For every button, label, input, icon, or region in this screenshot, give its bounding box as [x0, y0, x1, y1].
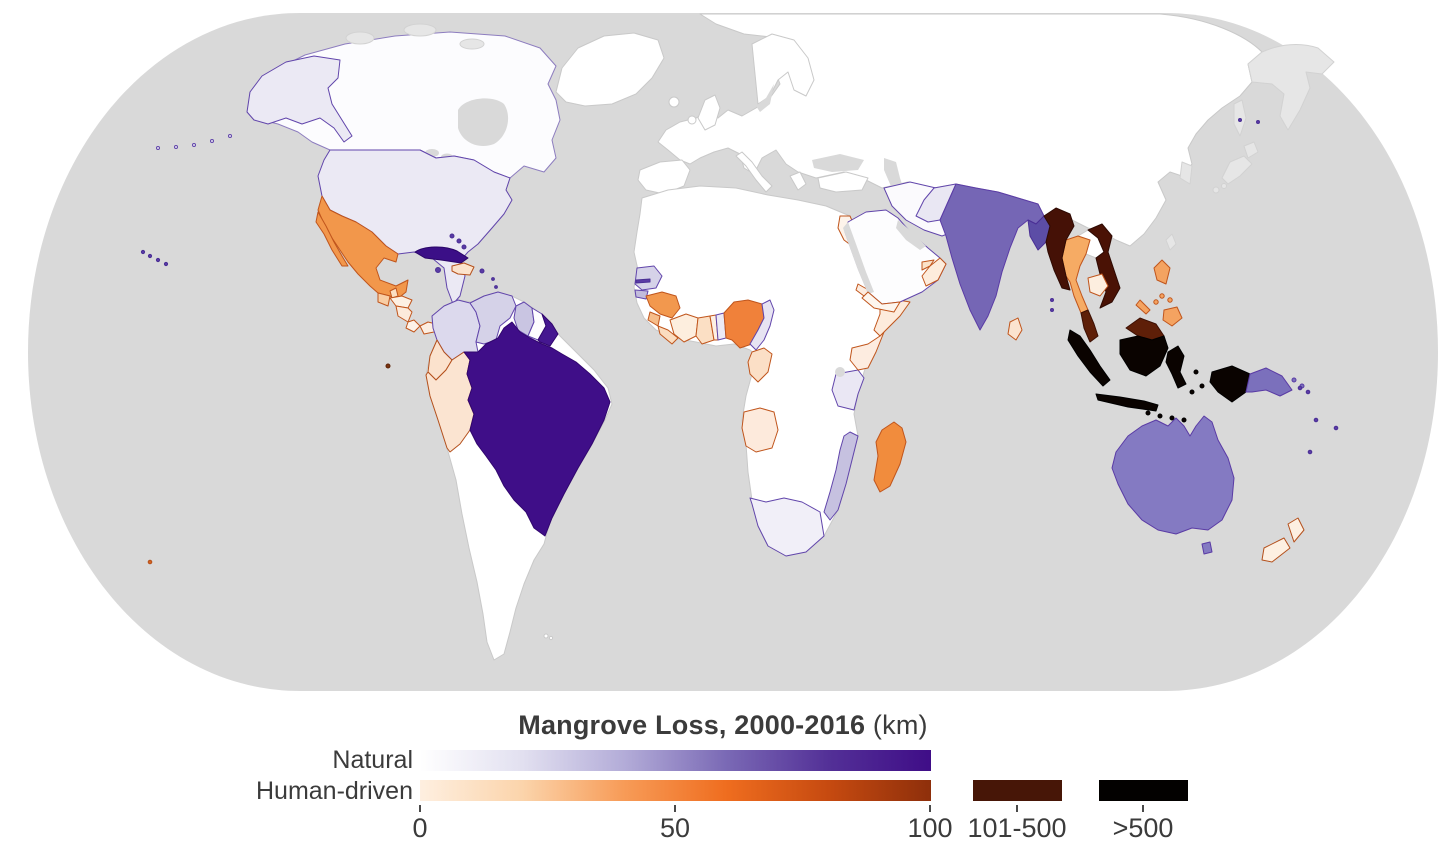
legend-gradient-human — [420, 780, 931, 801]
state-alaska — [246, 55, 353, 143]
country-honduras — [389, 295, 413, 309]
country-tanzania — [831, 369, 865, 411]
country-new-zealand — [1261, 517, 1305, 563]
country-brazil — [463, 321, 611, 537]
legend-label-natural: Natural — [332, 746, 413, 774]
country-india — [939, 183, 1045, 331]
red-sea — [843, 222, 874, 294]
tick-label-100: 100 — [907, 813, 953, 843]
japan — [1212, 141, 1259, 194]
country-vietnam — [1087, 223, 1121, 309]
country-venezuela — [469, 291, 517, 345]
country-angola — [741, 407, 779, 453]
country-uae — [921, 259, 935, 271]
country-greece — [789, 171, 807, 191]
tick-label-over-500: >500 — [1112, 813, 1174, 843]
world-map — [28, 13, 1438, 691]
iceland — [668, 96, 680, 108]
country-sri-lanka — [1007, 317, 1023, 341]
country-guinea — [645, 291, 681, 319]
tick-label-50: 50 — [659, 813, 691, 843]
country-uk — [697, 94, 721, 131]
arctic-islands — [345, 23, 485, 50]
chukotka-kamchatka — [1247, 44, 1335, 131]
country-turkey — [817, 171, 869, 193]
legend-label-human: Human-driven — [255, 777, 413, 805]
legend-title: Mangrove Loss, 2000-2016 (km) — [398, 710, 1048, 741]
galapagos-islands — [385, 363, 391, 369]
hudson-bay — [458, 98, 509, 147]
aleutian-islands — [156, 134, 232, 150]
country-yemen — [861, 291, 901, 313]
country-guinea-bissau — [634, 289, 649, 300]
legend-swatch-101-500 — [973, 780, 1062, 801]
country-french-guiana — [537, 313, 559, 347]
country-belize — [389, 287, 399, 299]
ireland — [687, 115, 697, 125]
country-nicaragua — [395, 305, 413, 323]
country-mozambique — [823, 431, 859, 521]
legend-title-unit: (km) — [865, 710, 928, 740]
country-costa-rica — [405, 319, 421, 333]
korea — [1179, 161, 1193, 185]
baltic-sea — [756, 84, 774, 112]
country-gambia — [635, 278, 651, 284]
country-senegal — [634, 265, 663, 291]
taiwan — [1165, 233, 1177, 251]
country-south-africa — [749, 497, 825, 557]
country-greenland — [555, 32, 665, 107]
country-cuba — [414, 246, 469, 264]
legend-gradient-natural — [420, 750, 931, 771]
country-bahamas — [449, 233, 467, 250]
tick-over-500 — [1142, 805, 1144, 812]
black-sea — [812, 154, 864, 172]
tick-label-101-500: 101-500 — [967, 813, 1067, 843]
country-cambodia — [1087, 273, 1109, 297]
tick-101-500 — [1016, 805, 1018, 812]
country-kenya — [849, 331, 885, 371]
baja-california — [315, 211, 349, 267]
country-iberia — [637, 159, 691, 195]
country-liberia — [657, 325, 679, 345]
country-ghana — [695, 315, 715, 345]
country-hispaniola — [451, 262, 475, 276]
legend-swatch-over-500 — [1099, 780, 1188, 801]
andaman-islands — [1050, 298, 1054, 312]
country-guatemala — [377, 292, 391, 307]
lake-victoria — [835, 367, 845, 377]
country-madagascar — [873, 421, 907, 493]
south-pacific-atoll — [147, 559, 153, 565]
legend-title-text: Mangrove Loss, 2000-2016 — [518, 710, 866, 740]
malaysia-peninsula — [1080, 309, 1099, 343]
country-philippines — [1135, 259, 1183, 327]
tick-100 — [929, 805, 931, 812]
country-myanmar — [1043, 207, 1075, 291]
country-puerto-rico — [479, 268, 485, 274]
tick-label-0: 0 — [412, 813, 428, 843]
tick-0 — [419, 805, 421, 812]
persian-gulf — [896, 220, 926, 250]
country-jamaica — [435, 267, 441, 273]
country-mexico — [317, 195, 409, 301]
country-cameroon — [749, 299, 775, 351]
country-gabon — [747, 347, 773, 383]
country-italy — [735, 151, 773, 193]
country-australia — [1111, 415, 1235, 555]
falkland-islands — [543, 633, 554, 641]
country-indonesia — [1067, 329, 1251, 423]
pacific-islands — [1238, 118, 1339, 455]
hawaiian-islands — [140, 249, 169, 267]
tick-50 — [674, 805, 676, 812]
